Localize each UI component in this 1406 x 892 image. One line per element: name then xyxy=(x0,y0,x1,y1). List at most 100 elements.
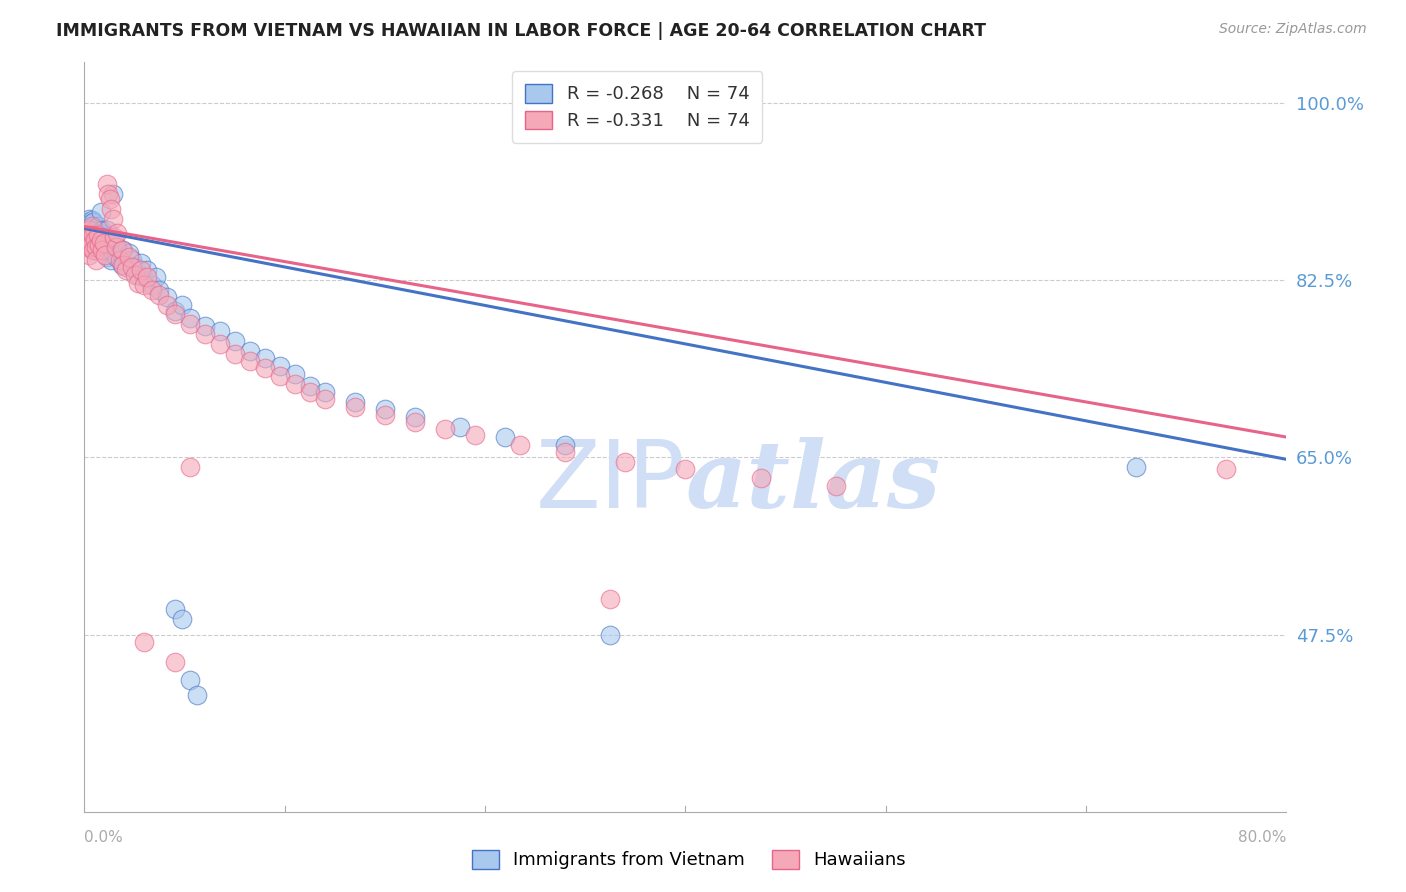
Point xyxy=(91,243,114,257)
Point xyxy=(75,229,97,244)
Point xyxy=(404,409,426,424)
Point xyxy=(118,245,141,260)
Point xyxy=(298,379,321,393)
Point xyxy=(101,187,124,202)
Point xyxy=(374,401,396,416)
Point xyxy=(131,263,153,277)
Point xyxy=(269,359,291,374)
Point xyxy=(404,415,426,429)
Point xyxy=(136,263,159,277)
Point xyxy=(494,430,516,444)
Point xyxy=(170,298,193,312)
Point xyxy=(90,233,112,247)
Point xyxy=(104,250,127,264)
Point xyxy=(86,243,108,257)
Point xyxy=(96,177,118,191)
Point xyxy=(75,240,97,254)
Point xyxy=(239,344,262,359)
Point xyxy=(82,227,104,242)
Point xyxy=(107,240,129,254)
Point xyxy=(111,243,134,257)
Point xyxy=(136,270,159,285)
Point xyxy=(156,290,179,304)
Point xyxy=(87,227,110,242)
Point xyxy=(77,229,100,244)
Point xyxy=(83,235,105,250)
Point xyxy=(101,212,124,227)
Point xyxy=(80,235,103,250)
Text: IMMIGRANTS FROM VIETNAM VS HAWAIIAN IN LABOR FORCE | AGE 20-64 CORRELATION CHART: IMMIGRANTS FROM VIETNAM VS HAWAIIAN IN L… xyxy=(56,22,986,40)
Point xyxy=(194,326,217,341)
Point xyxy=(79,227,101,242)
Point xyxy=(749,470,772,484)
Point xyxy=(80,221,103,235)
Point xyxy=(343,400,366,414)
Point xyxy=(134,278,156,293)
Point xyxy=(253,351,276,365)
Point xyxy=(103,233,125,247)
Point xyxy=(269,369,291,384)
Point xyxy=(163,307,186,321)
Point xyxy=(79,218,101,232)
Point xyxy=(163,655,186,669)
Point xyxy=(284,368,307,382)
Point xyxy=(131,256,153,270)
Point xyxy=(77,222,100,236)
Point xyxy=(449,420,471,434)
Point xyxy=(148,283,170,297)
Point xyxy=(163,303,186,318)
Point xyxy=(100,202,122,217)
Point xyxy=(103,229,125,244)
Point xyxy=(314,384,336,399)
Point xyxy=(96,250,118,264)
Point xyxy=(80,213,103,227)
Point xyxy=(179,460,201,475)
Point xyxy=(208,324,231,338)
Point xyxy=(127,268,149,282)
Point xyxy=(76,227,98,242)
Point xyxy=(97,187,120,202)
Point xyxy=(112,243,135,257)
Point xyxy=(163,602,186,616)
Point xyxy=(80,219,103,234)
Point xyxy=(76,237,98,252)
Point xyxy=(98,243,121,257)
Point xyxy=(76,215,98,229)
Point xyxy=(82,227,104,242)
Text: ZIP: ZIP xyxy=(536,436,686,528)
Point xyxy=(134,634,156,648)
Point xyxy=(141,283,163,297)
Point xyxy=(86,252,108,267)
Point xyxy=(224,334,246,348)
Point xyxy=(82,243,104,257)
Point xyxy=(824,478,846,492)
Point xyxy=(186,688,208,702)
Point xyxy=(134,270,156,285)
Text: 80.0%: 80.0% xyxy=(1239,830,1286,845)
Point xyxy=(83,222,105,236)
Point xyxy=(170,612,193,626)
Point xyxy=(83,233,105,247)
Text: atlas: atlas xyxy=(686,437,941,527)
Point xyxy=(110,252,132,267)
Point xyxy=(75,218,97,232)
Legend: R = -0.268    N = 74, R = -0.331    N = 74: R = -0.268 N = 74, R = -0.331 N = 74 xyxy=(513,71,762,143)
Point xyxy=(93,235,115,250)
Point xyxy=(148,288,170,302)
Point xyxy=(554,438,576,452)
Legend: Immigrants from Vietnam, Hawaiians: Immigrants from Vietnam, Hawaiians xyxy=(463,841,915,879)
Point xyxy=(599,592,621,607)
Point xyxy=(91,222,114,236)
Point xyxy=(79,240,101,254)
Point xyxy=(614,455,637,469)
Point xyxy=(86,227,108,242)
Point xyxy=(104,240,127,254)
Point xyxy=(179,317,201,331)
Point xyxy=(97,235,120,250)
Point xyxy=(107,226,129,240)
Point xyxy=(121,260,143,274)
Point xyxy=(76,226,98,240)
Text: Source: ZipAtlas.com: Source: ZipAtlas.com xyxy=(1219,22,1367,37)
Point xyxy=(79,237,101,252)
Point xyxy=(87,219,110,234)
